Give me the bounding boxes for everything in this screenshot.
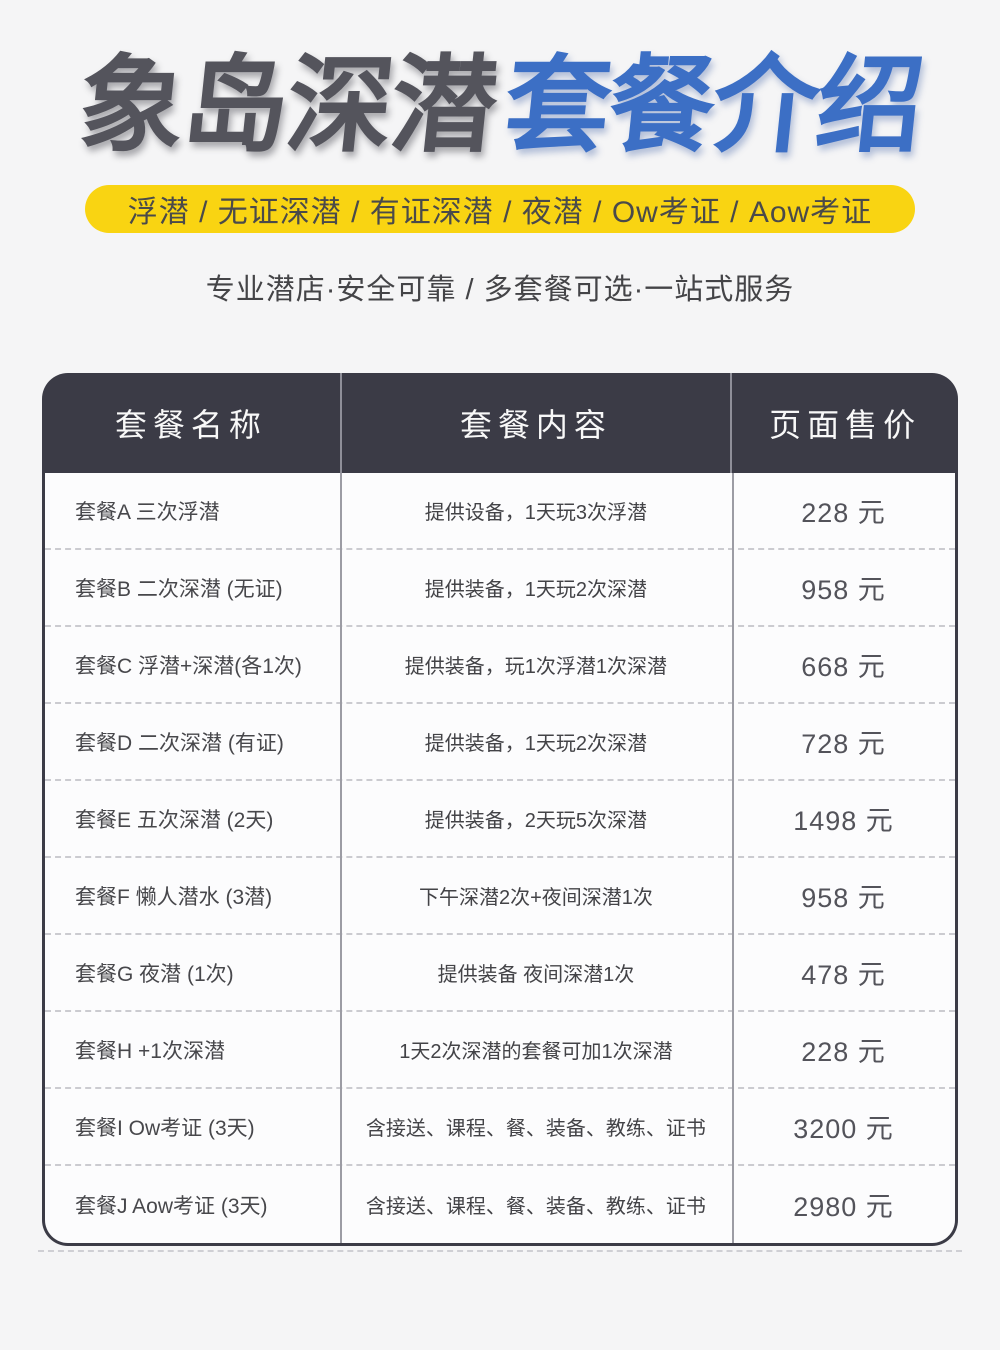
package-price: 3200 元 (793, 1114, 894, 1145)
package-price: 1498 元 (793, 806, 894, 837)
title-dark-part: 象岛深潜 (72, 47, 502, 165)
subtitle: 专业潜店·安全可靠 / 多套餐可选·一站式服务 (205, 274, 795, 307)
package-price: 728 元 (801, 729, 886, 760)
page-title: 象岛深潜套餐介绍 (0, 42, 1000, 171)
package-name: 套餐J Aow考证 (3天) (75, 1194, 268, 1218)
column-header-package-content: 套餐内容 (339, 373, 733, 474)
column-divider (732, 473, 735, 1244)
table-row-package-e: 套餐E 五次深潜 (2天) 提供装备，2天玩5次深潜 1498 元 (45, 781, 955, 859)
package-name: 套餐A 三次浮潜 (75, 500, 220, 524)
table-row-package-g: 套餐G 夜潜 (1次) 提供装备 夜间深潜1次 478 元 (45, 935, 955, 1013)
table-row-package-c: 套餐C 浮潜+深潜(各1次) 提供装备，玩1次浮潜1次深潜 668 元 (45, 627, 955, 705)
package-price: 958 元 (801, 575, 886, 606)
pricing-table: 套餐名称 套餐内容 页面售价 套餐A 三次浮潜 提供设备，1天玩3次浮潜 228… (42, 373, 958, 1247)
package-content: 提供设备，1天玩3次浮潜 (424, 502, 648, 525)
table-row-package-j: 套餐J Aow考证 (3天) 含接送、课程、餐、装备、教练、证书 2980 元 (45, 1166, 955, 1243)
package-content: 下午深潜2次+夜间深潜1次 (418, 887, 653, 910)
package-name: 套餐D 二次深潜 (有证) (75, 731, 284, 755)
title-blue-part: 套餐介绍 (498, 47, 928, 165)
package-price: 228 元 (801, 498, 886, 529)
table-row-package-h: 套餐H +1次深潜 1天2次深潜的套餐可加1次深潜 228 元 (45, 1012, 955, 1090)
table-row-package-i: 套餐I Ow考证 (3天) 含接送、课程、餐、装备、教练、证书 3200 元 (45, 1089, 955, 1167)
package-name: 套餐C 浮潜+深潜(各1次) (75, 654, 302, 678)
table-row-package-b: 套餐B 二次深潜 (无证) 提供装备，1天玩2次深潜 958 元 (45, 550, 955, 628)
package-name: 套餐F 懒人潜水 (3潜) (75, 885, 273, 909)
column-divider (339, 473, 342, 1244)
table-row-package-a: 套餐A 三次浮潜 提供设备，1天玩3次浮潜 228 元 (45, 473, 955, 551)
package-content: 提供装备，1天玩2次深潜 (424, 733, 648, 756)
package-name: 套餐I Ow考证 (3天) (75, 1116, 255, 1140)
package-name: 套餐E 五次深潜 (2天) (75, 808, 274, 832)
package-content: 提供装备，2天玩5次深潜 (424, 810, 648, 833)
table-header-row: 套餐名称 套餐内容 页面售价 (42, 373, 958, 474)
package-price: 958 元 (801, 883, 886, 914)
package-name: 套餐H +1次深潜 (75, 1039, 225, 1063)
category-banner-text: 浮潜 / 无证深潜 / 有证深潜 / 夜潜 / Ow考证 / Aow考证 (127, 196, 873, 230)
column-header-package-name: 套餐名称 (114, 407, 267, 444)
package-content: 含接送、课程、餐、装备、教练、证书 (365, 1118, 706, 1141)
package-content: 1天2次深潜的套餐可加1次深潜 (399, 1041, 673, 1064)
table-row-package-f: 套餐F 懒人潜水 (3潜) 下午深潜2次+夜间深潜1次 958 元 (45, 858, 955, 936)
package-price: 228 元 (801, 1037, 886, 1068)
table-row-package-d: 套餐D 二次深潜 (有证) 提供装备，1天玩2次深潜 728 元 (45, 704, 955, 782)
package-content: 提供装备 夜间深潜1次 (437, 964, 635, 987)
bottom-dashed-line (38, 1250, 962, 1253)
package-name: 套餐B 二次深潜 (无证) (75, 577, 283, 601)
package-name: 套餐G 夜潜 (1次) (75, 962, 234, 986)
package-price: 478 元 (801, 960, 886, 991)
package-price: 2980 元 (793, 1192, 894, 1223)
column-header-page-price: 页面售价 (769, 407, 922, 444)
promo-page: 象岛深潜套餐介绍 浮潜 / 无证深潜 / 有证深潜 / 夜潜 / Ow考证 / … (0, 42, 1000, 1253)
package-content: 提供装备，1天玩2次深潜 (424, 579, 648, 602)
table-body: 套餐A 三次浮潜 提供设备，1天玩3次浮潜 228 元 套餐B 二次深潜 (无证… (42, 473, 958, 1247)
package-content: 含接送、课程、餐、装备、教练、证书 (365, 1196, 706, 1219)
package-price: 668 元 (801, 652, 886, 683)
category-banner: 浮潜 / 无证深潜 / 有证深潜 / 夜潜 / Ow考证 / Aow考证 (85, 185, 915, 234)
package-content: 提供装备，玩1次浮潜1次深潜 (404, 656, 668, 679)
